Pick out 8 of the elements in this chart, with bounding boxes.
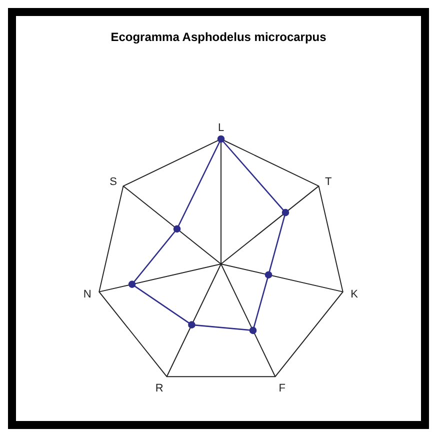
spoke-label: N <box>83 288 92 300</box>
spoke-label: L <box>218 122 224 134</box>
spoke-label: F <box>278 382 286 395</box>
chart-title: Ecogramma Asphodelus microcarpus <box>110 30 328 44</box>
spoke-label: K <box>350 288 359 300</box>
spoke-label: R <box>155 382 164 395</box>
spoke-label: S <box>110 176 118 188</box>
spoke-label: T <box>324 176 332 188</box>
